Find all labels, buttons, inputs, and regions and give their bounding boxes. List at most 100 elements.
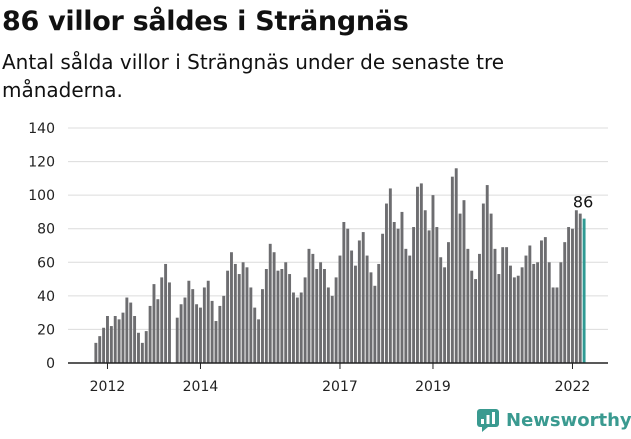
bar[interactable]	[268, 243, 272, 363]
bar[interactable]	[264, 269, 268, 363]
bar[interactable]	[381, 233, 385, 363]
bar[interactable]	[164, 263, 168, 363]
bar-latest[interactable]	[582, 218, 586, 363]
bar[interactable]	[474, 279, 478, 363]
bar[interactable]	[326, 287, 330, 363]
bar[interactable]	[505, 247, 509, 363]
bar[interactable]	[121, 312, 125, 363]
bar[interactable]	[578, 213, 582, 363]
bar[interactable]	[361, 232, 365, 363]
bar[interactable]	[179, 304, 183, 363]
bar[interactable]	[233, 263, 237, 363]
bar[interactable]	[516, 275, 520, 363]
bar[interactable]	[276, 270, 280, 363]
bar[interactable]	[574, 210, 578, 363]
bar[interactable]	[567, 227, 571, 363]
bar[interactable]	[400, 211, 404, 363]
bar[interactable]	[117, 319, 121, 363]
bar[interactable]	[520, 267, 524, 363]
bar[interactable]	[237, 274, 241, 363]
bar[interactable]	[323, 269, 326, 363]
bar[interactable]	[423, 210, 427, 363]
bar[interactable]	[152, 284, 156, 363]
bar[interactable]	[431, 195, 435, 363]
bar[interactable]	[528, 245, 532, 364]
bar[interactable]	[416, 186, 419, 363]
bar[interactable]	[435, 227, 439, 363]
bar[interactable]	[206, 280, 210, 363]
bar[interactable]	[241, 262, 245, 363]
bar[interactable]	[284, 262, 288, 363]
bar[interactable]	[342, 222, 346, 363]
bar[interactable]	[295, 297, 299, 363]
bar[interactable]	[106, 316, 109, 363]
bar[interactable]	[222, 295, 226, 363]
bar[interactable]	[109, 326, 113, 363]
bar[interactable]	[369, 272, 373, 363]
bar[interactable]	[199, 307, 202, 363]
bar[interactable]	[481, 203, 485, 363]
bar[interactable]	[195, 304, 199, 363]
bar[interactable]	[450, 176, 454, 363]
bar[interactable]	[350, 250, 354, 363]
bar[interactable]	[191, 289, 195, 363]
bar[interactable]	[385, 203, 388, 363]
bar[interactable]	[183, 297, 187, 363]
bar[interactable]	[303, 277, 307, 363]
bar[interactable]	[125, 297, 129, 363]
bar[interactable]	[346, 228, 350, 363]
bar[interactable]	[210, 300, 214, 363]
brand-logo[interactable]: Newsworthy	[476, 408, 631, 432]
bar[interactable]	[311, 253, 315, 363]
bar[interactable]	[160, 277, 164, 363]
bar[interactable]	[547, 262, 551, 363]
bar[interactable]	[536, 262, 540, 363]
bar[interactable]	[559, 262, 563, 363]
bar[interactable]	[334, 277, 338, 363]
bar[interactable]	[412, 227, 416, 363]
bar[interactable]	[175, 317, 179, 363]
bar[interactable]	[357, 240, 361, 363]
bar[interactable]	[245, 267, 249, 363]
bar[interactable]	[137, 332, 140, 363]
bar[interactable]	[443, 267, 447, 363]
bar[interactable]	[377, 263, 381, 363]
bar[interactable]	[532, 263, 536, 363]
bar[interactable]	[493, 248, 497, 363]
bar[interactable]	[462, 200, 466, 363]
bar[interactable]	[113, 316, 117, 363]
bar[interactable]	[272, 252, 276, 363]
bar[interactable]	[365, 255, 369, 363]
bar[interactable]	[307, 248, 311, 363]
bar[interactable]	[338, 255, 342, 363]
bar[interactable]	[230, 252, 233, 363]
bar[interactable]	[261, 289, 264, 363]
bar[interactable]	[319, 262, 323, 363]
bar[interactable]	[187, 280, 191, 363]
bar[interactable]	[144, 331, 148, 363]
bar[interactable]	[543, 237, 547, 363]
bar[interactable]	[458, 213, 462, 363]
bar[interactable]	[388, 188, 392, 363]
bar[interactable]	[404, 248, 408, 363]
bar[interactable]	[226, 270, 230, 363]
bar[interactable]	[288, 274, 292, 363]
bar[interactable]	[249, 287, 253, 363]
bar[interactable]	[315, 269, 319, 363]
bar[interactable]	[512, 277, 516, 363]
bar[interactable]	[555, 287, 559, 363]
bar[interactable]	[218, 305, 222, 363]
bar[interactable]	[501, 247, 505, 363]
bar[interactable]	[408, 255, 412, 363]
bar[interactable]	[551, 287, 555, 363]
bar[interactable]	[168, 282, 171, 363]
bar[interactable]	[354, 265, 357, 363]
bar[interactable]	[94, 342, 98, 363]
bar[interactable]	[392, 222, 396, 363]
bar[interactable]	[373, 285, 377, 363]
bar[interactable]	[257, 319, 261, 363]
bar[interactable]	[396, 228, 400, 363]
bar[interactable]	[98, 336, 102, 363]
bar[interactable]	[140, 342, 144, 363]
bar[interactable]	[292, 292, 295, 364]
